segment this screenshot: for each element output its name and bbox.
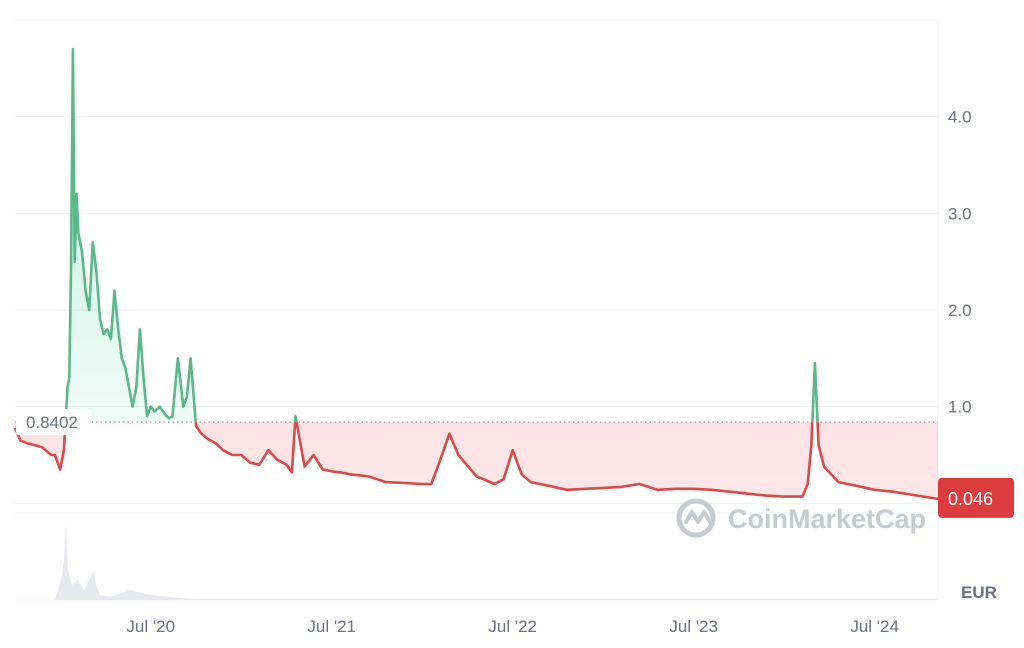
coinmarketcap-watermark: CoinMarketCap (676, 498, 926, 538)
area-above-reference (15, 49, 938, 423)
y-tick-label: 3.0 (948, 204, 972, 223)
watermark-text: CoinMarketCap (728, 504, 926, 534)
y-axis-ticks: 1.0 2.0 3.0 4.0 (948, 108, 972, 417)
price-line-above-reference (64, 47, 819, 423)
currency-label: EUR (961, 583, 997, 602)
area-below-reference (15, 422, 938, 499)
x-tick-label: Jul '22 (488, 617, 537, 636)
current-price-value: 0.046 (948, 489, 993, 509)
coinmarketcap-logo-icon (676, 498, 716, 538)
y-tick-label: 4.0 (948, 108, 972, 127)
current-price-badge: 0.046 (938, 477, 1014, 518)
y-tick-label: 2.0 (948, 301, 972, 320)
x-tick-label: Jul '23 (669, 617, 718, 636)
y-tick-label: 1.0 (948, 398, 972, 417)
price-line-below-reference (13, 422, 939, 501)
reference-price-value: 0.8402 (26, 413, 78, 432)
x-axis-ticks: Jul '20 Jul '21 Jul '22 Jul '23 Jul '24 (126, 617, 899, 636)
reference-price-label: 0.8402 (16, 409, 92, 436)
x-tick-label: Jul '20 (126, 617, 175, 636)
x-tick-label: Jul '21 (307, 617, 356, 636)
y-gridlines (15, 116, 938, 504)
x-tick-label: Jul '24 (850, 617, 899, 636)
